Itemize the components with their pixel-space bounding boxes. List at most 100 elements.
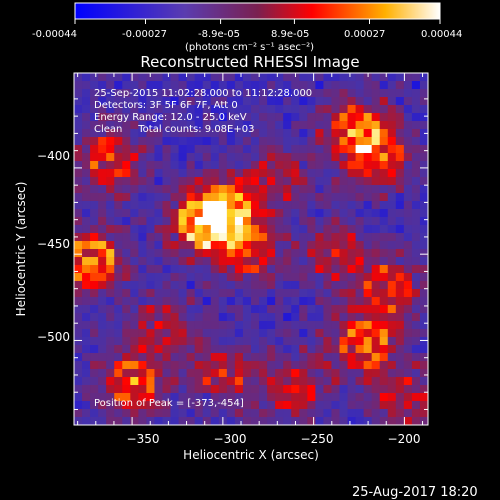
heatmap-cell xyxy=(138,193,148,202)
heatmap-cell xyxy=(74,337,83,346)
heatmap-cell xyxy=(242,337,252,346)
heatmap-cell xyxy=(379,393,389,402)
heatmap-cell xyxy=(323,313,333,322)
heatmap-cell xyxy=(178,385,188,394)
heatmap-cell xyxy=(379,337,389,346)
heatmap-cell xyxy=(74,345,83,354)
heatmap-cell xyxy=(74,121,83,130)
heatmap-cell xyxy=(74,169,83,178)
heatmap-cell xyxy=(355,273,365,282)
heatmap-cell xyxy=(122,337,131,346)
heatmap-cell xyxy=(186,105,196,114)
heatmap-cell xyxy=(122,169,131,178)
heatmap-cell xyxy=(226,289,236,298)
heatmap-cell xyxy=(299,385,308,394)
heatmap-cell xyxy=(251,313,260,322)
heatmap-cell xyxy=(339,265,349,274)
heatmap-cell xyxy=(226,337,236,346)
heatmap-cell xyxy=(315,225,325,234)
heatmap-cell xyxy=(114,73,123,82)
heatmap-cell xyxy=(218,89,228,98)
heatmap-cell xyxy=(283,241,292,250)
heatmap-cell xyxy=(259,249,268,258)
heatmap-cell xyxy=(130,145,139,154)
heatmap-cell xyxy=(82,401,91,410)
heatmap-cell xyxy=(339,201,349,210)
heatmap-cell xyxy=(411,217,421,226)
heatmap-cell xyxy=(347,289,357,298)
heatmap-cell xyxy=(387,113,397,122)
heatmap-cell xyxy=(371,265,381,274)
heatmap-cell xyxy=(355,209,365,218)
heatmap-cell xyxy=(251,401,260,410)
heatmap-cell xyxy=(170,129,180,138)
heatmap-cell xyxy=(82,337,91,346)
heatmap-cell xyxy=(411,209,421,218)
heatmap-cell xyxy=(299,209,308,218)
heatmap-cell xyxy=(283,393,292,402)
heatmap-cell xyxy=(371,321,381,330)
heatmap-cell xyxy=(122,153,131,162)
heatmap-cell xyxy=(90,161,99,170)
heatmap-cell xyxy=(419,73,428,82)
heatmap-cell xyxy=(339,241,349,250)
heatmap-cell xyxy=(347,305,357,314)
heatmap-cell xyxy=(259,305,268,314)
heatmap-cell xyxy=(146,377,156,386)
heatmap-cell xyxy=(363,177,373,186)
heatmap-cell xyxy=(251,257,260,266)
heatmap-cell xyxy=(130,345,139,354)
heatmap-cell xyxy=(379,161,389,170)
heatmap-cell xyxy=(218,313,228,322)
heatmap-cell xyxy=(106,321,115,330)
heatmap-cell xyxy=(283,313,292,322)
heatmap-cell xyxy=(403,281,413,290)
heatmap-cell xyxy=(283,401,292,410)
heatmap-cell xyxy=(114,361,123,370)
colorbar-unit-label: (photons cm⁻² s⁻¹ asec⁻²) xyxy=(185,42,314,53)
heatmap-cell xyxy=(82,289,91,298)
heatmap-cell xyxy=(403,345,413,354)
heatmap-cell xyxy=(162,401,172,410)
heatmap-cell xyxy=(355,81,365,90)
heatmap-cell xyxy=(411,177,421,186)
heatmap-cell xyxy=(363,121,373,130)
heatmap-cell xyxy=(154,89,164,98)
heatmap-cell xyxy=(202,409,212,418)
heatmap-cell xyxy=(275,257,284,266)
heatmap-cell xyxy=(218,369,228,378)
heatmap-cell xyxy=(170,257,180,266)
heatmap-cell xyxy=(170,297,180,306)
heatmap-cell xyxy=(178,145,188,154)
heatmap-cell xyxy=(154,73,164,82)
heatmap-cell xyxy=(74,281,83,290)
heatmap-cell xyxy=(234,313,244,322)
heatmap-cell xyxy=(98,137,107,146)
heatmap-cell xyxy=(210,401,220,410)
heatmap-cell xyxy=(186,345,196,354)
heatmap-cell xyxy=(162,169,172,178)
heatmap-cell xyxy=(371,225,381,234)
heatmap-cell xyxy=(186,257,196,266)
heatmap-cell xyxy=(170,177,180,186)
heatmap-cell xyxy=(122,105,131,114)
heatmap-cell xyxy=(122,129,131,138)
heatmap-cell xyxy=(194,369,204,378)
heatmap-cell xyxy=(74,97,83,106)
heatmap-cell xyxy=(90,337,99,346)
heatmap-cell xyxy=(379,265,389,274)
heatmap-cell xyxy=(283,89,292,98)
heatmap-cell xyxy=(387,233,397,242)
heatmap-cell xyxy=(210,137,220,146)
heatmap-cell xyxy=(339,417,349,425)
heatmap-cell xyxy=(387,385,397,394)
heatmap-cell xyxy=(259,409,268,418)
heatmap-cell xyxy=(371,401,381,410)
heatmap-cell xyxy=(202,273,212,282)
heatmap-cell xyxy=(307,273,316,282)
heatmap-cell xyxy=(218,409,228,418)
heatmap-cell xyxy=(379,273,389,282)
heatmap-cell xyxy=(154,97,164,106)
heatmap-cell xyxy=(106,177,115,186)
heatmap-cell xyxy=(387,129,397,138)
